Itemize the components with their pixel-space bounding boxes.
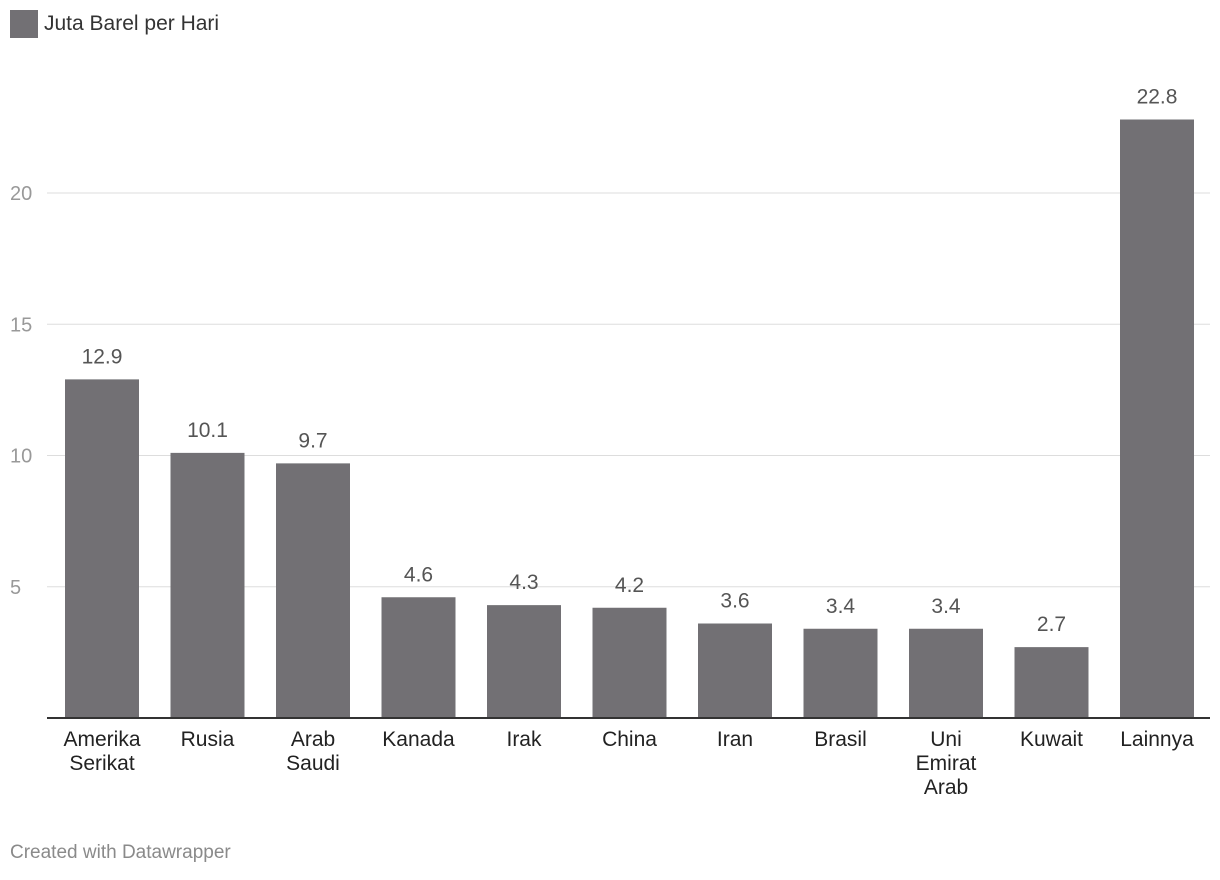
- category-label: Kuwait: [1020, 728, 1083, 751]
- category-label-line: Uni: [930, 728, 962, 751]
- category-label-line: Irak: [506, 728, 542, 751]
- category-label: Arab Saudi: [286, 728, 340, 775]
- category-label: Rusia: [181, 728, 235, 751]
- category-label-line: Arab: [291, 728, 335, 751]
- y-tick-label: 10: [10, 446, 32, 468]
- category-label: Uni Emirat Arab: [916, 728, 977, 799]
- bar: [1014, 647, 1089, 718]
- value-label: 4.3: [509, 571, 538, 594]
- category-label: Irak: [506, 728, 542, 751]
- bar: [592, 607, 667, 718]
- legend-label: Juta Barel per Hari: [44, 12, 220, 35]
- bar: [1120, 119, 1194, 718]
- category-label: China: [602, 728, 657, 751]
- footer-credit: Created with Datawrapper: [10, 842, 231, 863]
- bar: [170, 452, 245, 718]
- value-label: 3.4: [826, 595, 856, 618]
- bar: [909, 628, 983, 718]
- bar: [698, 623, 772, 718]
- y-tick-label: 20: [10, 183, 32, 205]
- category-label-line: Lainnya: [1120, 728, 1194, 751]
- category-label-line: Amerika: [63, 728, 140, 751]
- value-label: 3.4: [931, 595, 961, 618]
- value-label: 10.1: [187, 419, 228, 442]
- category-label: Lainnya: [1120, 728, 1194, 751]
- value-label: 3.6: [720, 590, 749, 613]
- category-label: Kanada: [382, 728, 455, 751]
- legend-swatch: [10, 10, 38, 38]
- category-label-line: Iran: [717, 728, 753, 751]
- value-label: 9.7: [298, 429, 327, 452]
- category-label-line: Serikat: [69, 752, 135, 775]
- value-label: 22.8: [1137, 86, 1178, 109]
- category-label-line: Emirat: [916, 752, 977, 775]
- bar: [65, 379, 139, 718]
- category-label-line: Arab: [924, 776, 968, 799]
- value-label: 4.2: [615, 574, 644, 597]
- category-label-line: China: [602, 728, 657, 751]
- category-label: Brasil: [814, 728, 867, 751]
- category-label-line: Kuwait: [1020, 728, 1083, 751]
- category-label-line: Brasil: [814, 728, 867, 751]
- category-label-line: Kanada: [382, 728, 455, 751]
- bar: [276, 463, 350, 718]
- value-label: 12.9: [82, 345, 123, 368]
- y-tick-label: 15: [10, 314, 32, 336]
- bar: [803, 628, 878, 718]
- legend: Juta Barel per Hari: [10, 10, 219, 38]
- value-label: 2.7: [1037, 613, 1066, 636]
- category-label: Amerika Serikat: [63, 728, 140, 775]
- value-label: 4.6: [404, 563, 433, 586]
- category-label-line: Saudi: [286, 752, 340, 775]
- bar: [381, 597, 456, 718]
- bar: [487, 605, 561, 718]
- y-tick-label: 5: [10, 577, 21, 599]
- category-label: Iran: [717, 728, 753, 751]
- category-label-line: Rusia: [181, 728, 235, 751]
